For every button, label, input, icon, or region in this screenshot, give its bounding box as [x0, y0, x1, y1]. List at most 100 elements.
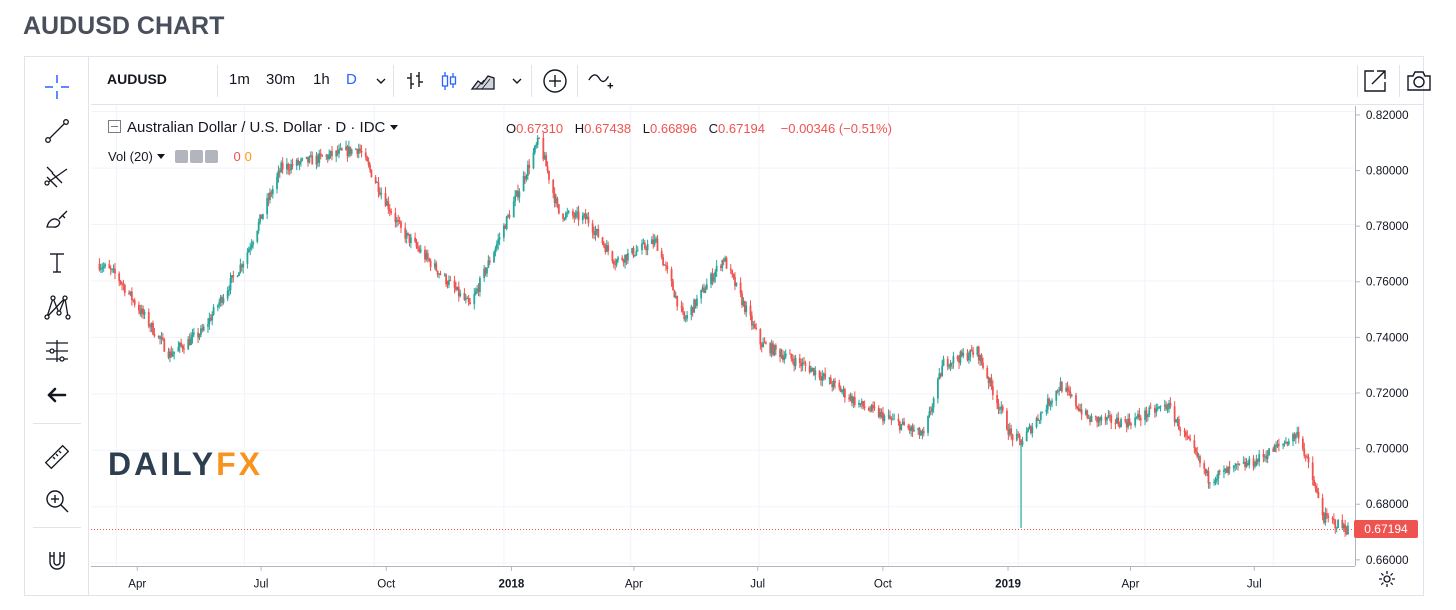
candle-body [863, 406, 866, 408]
candle-body [611, 251, 614, 262]
brush-icon[interactable] [37, 201, 77, 237]
candle-body [879, 412, 882, 417]
candle-body [1110, 415, 1113, 424]
time-tick-label: Apr [625, 578, 643, 590]
candle-style-icon[interactable] [435, 67, 463, 95]
candle-body [1007, 429, 1010, 435]
fib-icon[interactable] [37, 157, 77, 193]
interval-1m[interactable]: 1m [229, 71, 250, 88]
interval-30m[interactable]: 30m [266, 71, 296, 88]
time-axis[interactable]: Apr Jul Oct 2018 Apr Jul Oct 2019 Apr Jul [91, 566, 1355, 595]
snapshot-icon[interactable] [1405, 67, 1433, 95]
candle-body [1056, 390, 1059, 392]
add-indicator-icon[interactable] [541, 67, 569, 95]
interval-1h[interactable]: 1h [313, 71, 330, 88]
candle-body [652, 239, 655, 245]
close-icon[interactable] [204, 150, 218, 163]
candle-body [913, 429, 915, 432]
symbol-description[interactable]: Australian Dollar / U.S. Dollar · D · ID… [127, 119, 386, 136]
candle-body [395, 219, 398, 223]
measure-lines-icon[interactable] [37, 333, 77, 369]
page-title: AUDUSD CHART [23, 12, 225, 40]
candle-body [425, 253, 428, 260]
candle-body [665, 264, 667, 267]
candle-body [962, 352, 965, 356]
volume-label[interactable]: Vol (20) [108, 149, 153, 164]
price-axis[interactable]: 0.82000 0.80000 0.78000 0.76000 0.74000 0.720… [1355, 106, 1423, 566]
candle-body [207, 324, 209, 327]
candle-body [1059, 382, 1062, 391]
symbol-search[interactable]: AUDUSD [107, 71, 167, 87]
candle-body [755, 327, 758, 329]
price-chart[interactable] [91, 106, 1355, 566]
candle-body [859, 403, 862, 405]
candle-body [936, 378, 939, 399]
trend-line-icon[interactable] [37, 113, 77, 149]
candle-body [910, 426, 913, 431]
candle-body [762, 342, 765, 347]
low-value: 0.66896 [650, 121, 697, 136]
candle-body [1084, 410, 1087, 415]
top-toolbar: AUDUSD 1m 30m 1h D [91, 57, 1431, 105]
candle-body [191, 334, 194, 338]
candle-body [990, 377, 993, 387]
candle-body [170, 351, 173, 357]
candle-body [1237, 463, 1239, 465]
pattern-icon[interactable] [37, 289, 77, 325]
legend-dropdown-icon[interactable] [390, 125, 399, 130]
candle-body [572, 211, 574, 216]
candle-body [690, 306, 693, 315]
candle-body [946, 358, 949, 367]
candle-body [653, 239, 656, 245]
collapse-legend-icon[interactable] [108, 120, 121, 133]
candle-body [459, 292, 462, 297]
eye-icon[interactable] [174, 150, 188, 163]
candle-body [1158, 407, 1161, 408]
candle-body [112, 268, 115, 270]
crosshair-icon[interactable] [37, 69, 77, 105]
candle-body [1345, 531, 1348, 535]
candle-body [181, 345, 184, 349]
candle-body [631, 248, 634, 254]
candle-body [388, 209, 391, 212]
settings-icon[interactable] [189, 150, 203, 163]
candle-body [329, 150, 332, 155]
candle-body [1208, 482, 1211, 484]
candle-body [525, 176, 528, 180]
text-icon[interactable] [37, 245, 77, 281]
candle-body [986, 367, 989, 378]
chart-type-dropdown-icon[interactable] [503, 67, 531, 95]
candle-body [1114, 423, 1117, 424]
candle-body [486, 267, 488, 274]
candle-body [710, 273, 712, 285]
ruler-icon[interactable] [37, 439, 77, 475]
candle-body [566, 212, 569, 214]
magnet-icon[interactable] [37, 543, 77, 579]
candle-body [287, 163, 290, 170]
candle-body [1135, 417, 1138, 419]
candle-body [497, 239, 500, 244]
popout-icon[interactable] [1361, 67, 1389, 95]
volume-dropdown-icon[interactable] [156, 154, 165, 159]
candle-body [1029, 426, 1032, 434]
candle-body [1214, 480, 1217, 483]
candle-body [338, 149, 340, 154]
interval-dropdown-icon[interactable] [367, 67, 395, 95]
chart-settings-icon[interactable] [1377, 569, 1397, 594]
candle-body [928, 411, 931, 417]
compare-icon[interactable] [587, 67, 615, 95]
area-chart-icon[interactable] [469, 67, 497, 95]
bar-style-icon[interactable] [401, 67, 429, 95]
candle-body [810, 368, 812, 373]
candle-body [760, 344, 763, 347]
candle-body [1301, 438, 1304, 449]
candle-body [605, 245, 608, 252]
candle-body [542, 138, 545, 160]
interval-d[interactable]: D [346, 71, 357, 88]
zoom-in-icon[interactable] [37, 483, 77, 519]
candle-body [1189, 438, 1192, 441]
candle-body [1313, 479, 1316, 486]
candle-body [781, 354, 784, 360]
candle-body [528, 164, 531, 169]
back-arrow-icon[interactable] [37, 377, 77, 413]
